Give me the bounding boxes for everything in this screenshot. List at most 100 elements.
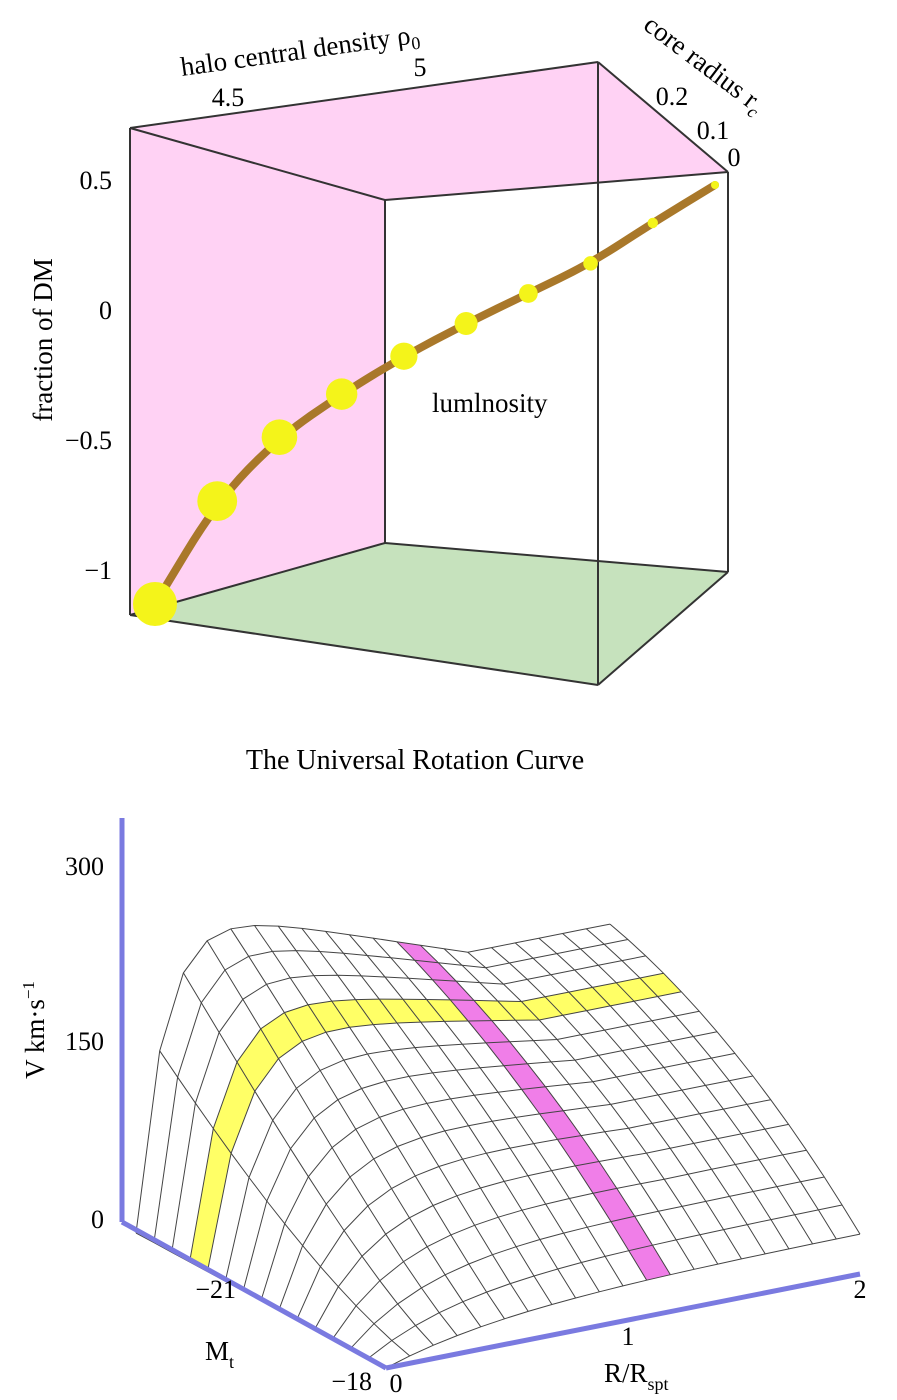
dm-curve-marker-8 [647, 217, 658, 229]
y-tick-0-1: 0.1 [697, 116, 730, 145]
yellow-band-cell-1 [213, 1061, 255, 1154]
r-axis-line [385, 1271, 861, 1371]
mesh-line-r-14 [467, 951, 719, 1265]
magenta-band-cell-6 [521, 1086, 564, 1114]
mesh-line-r-3 [206, 940, 458, 1336]
mesh-line-mt-6 [278, 1075, 753, 1311]
dm-curve-marker-7 [583, 256, 598, 271]
mesh-line-r-5 [254, 925, 505, 1320]
z-tick-0: 0.5 [80, 166, 113, 195]
mesh-line-r-9 [348, 934, 600, 1293]
dm-curve-marker-6 [518, 284, 538, 303]
dm-curve-marker-9 [711, 181, 719, 189]
mesh-line-mt-5 [296, 1099, 771, 1321]
mesh-line-r-7 [301, 928, 553, 1305]
mt-axis-line [120, 1219, 388, 1371]
y-tick-0: 0 [728, 143, 741, 172]
yellow-band-cell-9 [402, 999, 445, 1023]
rotation-surface-mesh [135, 923, 861, 1369]
magenta-band-cell-5 [539, 1110, 582, 1140]
z-tick-2: −0.5 [65, 426, 112, 455]
dm-curve-marker-0 [133, 582, 177, 626]
mesh-line-r-11 [396, 941, 648, 1281]
magenta-band-cell-0 [628, 1245, 671, 1281]
magenta-band-cell-1 [610, 1216, 653, 1251]
yellow-band-cell-14 [521, 996, 563, 1020]
yellow-band-cell-6 [331, 999, 374, 1028]
rotation-curve-chart: The Universal Rotation Curve 300 150 0 −… [19, 745, 867, 1398]
mesh-line-r-6 [277, 925, 529, 1312]
mesh-line-r-13 [443, 948, 695, 1270]
floor-panel [130, 543, 728, 685]
dm-fraction-curve [133, 181, 719, 626]
yellow-band-cell-18 [616, 977, 658, 1002]
yellow-band-cell-8 [379, 999, 421, 1024]
y-tick-0-2: 0.2 [656, 82, 689, 111]
dm-curve-marker-5 [454, 312, 478, 336]
top-z-axis-title: fraction of DM [28, 258, 58, 421]
yellow-band-cell-0 [189, 1128, 232, 1272]
top-panel [130, 62, 728, 200]
mt-tick-21: −21 [195, 1275, 236, 1304]
z-tick-1: 0 [99, 296, 112, 325]
magenta-band-cell-2 [593, 1188, 635, 1222]
magenta-band-cell-12 [414, 960, 457, 982]
mesh-line-r-2 [182, 972, 434, 1346]
r-axis-title: R/Rspt [604, 1358, 669, 1394]
top-z-ticks: 0.5 0 −0.5 −1 [65, 166, 112, 585]
inner-window [385, 172, 728, 572]
z-tick-300: 300 [65, 852, 104, 881]
magenta-band-cell-4 [557, 1135, 599, 1166]
mesh-line-r-12 [420, 944, 671, 1275]
magenta-band-cell-11 [432, 979, 474, 1001]
mesh-line-mt-4 [314, 1123, 789, 1330]
r-tick-1: 1 [622, 1322, 635, 1351]
yellow-band-cell-7 [355, 999, 398, 1025]
mesh-line-r-16 [514, 942, 766, 1255]
mesh-line-r-20 [609, 923, 861, 1235]
mesh-line-r-17 [538, 937, 790, 1250]
yellow-band-cell-17 [592, 982, 635, 1006]
magenta-band-cell-3 [575, 1161, 617, 1194]
magenta-band-cell-8 [485, 1041, 528, 1066]
z-tick-0: 0 [91, 1205, 104, 1234]
mesh-line-mt-1 [367, 1204, 843, 1359]
mesh-line-r-15 [491, 947, 742, 1260]
mt-axis-title: Mt [205, 1336, 234, 1372]
yellow-band-cell-3 [260, 1012, 303, 1059]
mesh-line-mt-2 [349, 1176, 825, 1350]
magenta-band-cell-10 [450, 999, 492, 1021]
top-x-axis-title: halo central density ρ0 [179, 19, 422, 86]
luminosity-label: lumlnosity [432, 388, 548, 418]
mesh-line-r-8 [325, 931, 577, 1299]
yellow-band-cell-5 [308, 1001, 350, 1033]
mesh-line-r-4 [230, 928, 482, 1328]
magenta-band-cell-7 [503, 1063, 546, 1090]
magenta-band-cell-9 [468, 1020, 510, 1043]
mt-tick-18: −18 [331, 1367, 372, 1396]
x-tick-4-5: 4.5 [212, 83, 245, 112]
dm-curve-marker-1 [197, 481, 238, 522]
magenta-band-cell-13 [396, 941, 439, 963]
chart-title: The Universal Rotation Curve [246, 745, 584, 776]
yellow-band-cell-12 [473, 1000, 516, 1021]
z-tick-3: −1 [84, 556, 112, 585]
z-tick-150: 150 [65, 1027, 104, 1056]
mesh-line-r-18 [562, 933, 814, 1245]
x-tick-5: 5 [414, 53, 427, 82]
yellow-band-cell-10 [426, 999, 469, 1022]
dm-curve-marker-2 [261, 419, 298, 456]
yellow-band-cell-13 [497, 1000, 540, 1021]
yellow-band-cell-15 [545, 992, 587, 1016]
yellow-band-cell-2 [236, 1028, 279, 1092]
r-tick-2: 2 [854, 1275, 867, 1304]
yellow-band-cell-4 [284, 1004, 326, 1042]
mesh-line-r-10 [372, 937, 624, 1287]
r-tick-0: 0 [390, 1369, 403, 1398]
v-axis-title: V km·s−1 [19, 981, 50, 1079]
back-left-panel [130, 128, 385, 615]
mesh-line-r-1 [159, 1050, 411, 1357]
dm-curve-marker-3 [325, 378, 358, 410]
mesh-line-r-19 [585, 928, 837, 1240]
